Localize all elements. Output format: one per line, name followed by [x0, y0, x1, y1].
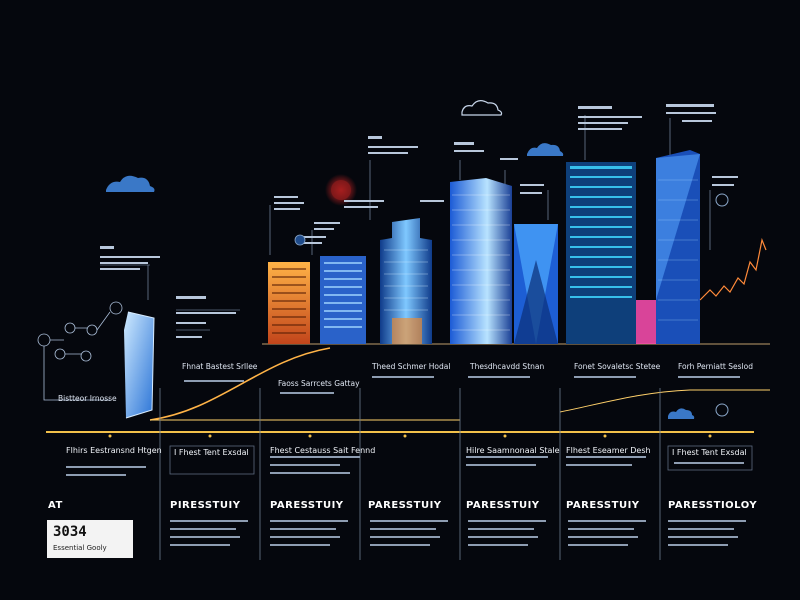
upper-label: Fhnat Bastest Srllee	[182, 362, 258, 371]
headline: AT	[48, 500, 63, 511]
building-glass-tower	[380, 218, 432, 344]
cloud-icon	[461, 100, 503, 116]
upper-label: Faoss Sarrcets Gattay	[278, 379, 360, 388]
column-heading: PARESSTUIY	[566, 500, 640, 511]
gear-icon	[294, 234, 306, 246]
growth-curve	[149, 347, 331, 421]
gear-icon	[715, 193, 729, 207]
column-title: I Fhest Tent Exsdal	[174, 448, 249, 457]
column-heading: PIRESSTUIY	[170, 500, 241, 511]
column-title: I Fhest Tent Exsdal	[672, 448, 747, 457]
column-heading: PARESSTUIY	[466, 500, 540, 511]
monitor-device	[124, 311, 155, 419]
upper-label: Forh Perniatt Seslod	[678, 362, 753, 371]
circuit-icons	[37, 301, 123, 401]
column-title: Flhest Eseamer Desh	[566, 446, 651, 455]
building-pyramid-glass	[514, 224, 558, 344]
building-orange-left	[268, 262, 310, 344]
misc-label: Bistteor Irnosse	[58, 394, 117, 403]
upper-label: Thesdhcavdd Stnan	[470, 362, 545, 371]
cloud-icon	[668, 408, 695, 419]
column-heading: PARESSTIOLOY	[668, 500, 758, 511]
building-cyan-tower	[566, 162, 668, 344]
column-title: Fhest Cestauss Sait Fennd	[270, 446, 376, 455]
annotation-text-blocks	[100, 104, 738, 338]
year-badge: 3034 Essential Gooly	[47, 520, 133, 558]
column-heading: PARESSTUIY	[368, 500, 442, 511]
growth-line	[699, 237, 767, 301]
building-blue-grid	[320, 256, 366, 344]
column-title: Flhirs Eestransnd Htgen	[66, 446, 162, 455]
column-heading: PARESSTUIY	[270, 500, 344, 511]
building-diagonal-tower	[656, 150, 700, 344]
badge-number: 3034	[53, 524, 87, 540]
cloud-icon	[527, 143, 564, 156]
gear-icon	[715, 403, 729, 417]
upper-label: Theed Schmer Hodal	[372, 362, 451, 371]
cloud-icon	[106, 175, 155, 192]
upper-label: Fonet Sovaletsc Stetee	[574, 362, 661, 371]
column-body-lines	[66, 376, 746, 546]
timeline-ticks	[159, 388, 661, 560]
building-white-skyscraper	[450, 178, 512, 344]
badge-subtitle: Essential Gooly	[53, 544, 107, 552]
column-title: Hilre Saamnonaal Stale	[466, 446, 560, 455]
